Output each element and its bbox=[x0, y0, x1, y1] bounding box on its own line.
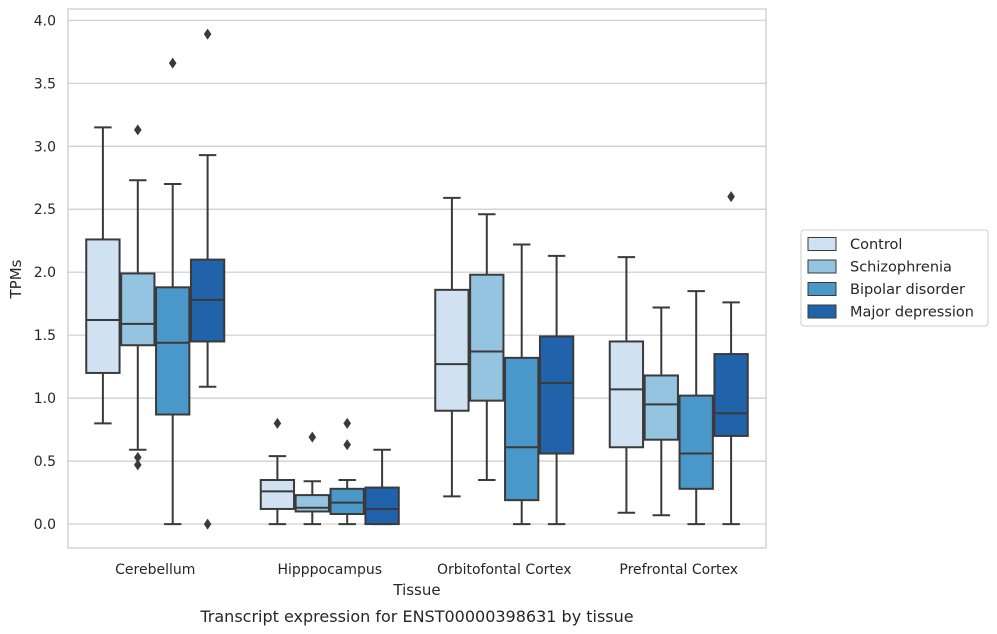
box-bipolar-disorder bbox=[504, 243, 540, 526]
box-bipolar-disorder bbox=[678, 290, 714, 526]
y-tick-label: 2.5 bbox=[34, 202, 56, 218]
box-iqr bbox=[678, 394, 714, 490]
chart-caption: Transcript expression for ENST0000039863… bbox=[199, 607, 633, 626]
legend-label: Major depression bbox=[850, 305, 974, 321]
box-control bbox=[434, 196, 470, 498]
box-control bbox=[259, 417, 296, 526]
outlier-point bbox=[727, 191, 735, 203]
outlier-point bbox=[273, 417, 282, 429]
legend-swatch bbox=[807, 282, 837, 296]
box-iqr bbox=[469, 273, 505, 402]
box-iqr bbox=[364, 486, 400, 526]
outlier-point bbox=[343, 439, 351, 451]
legend-swatch bbox=[807, 237, 837, 251]
box-major-depression bbox=[364, 448, 400, 526]
legend-swatch bbox=[807, 304, 837, 319]
box-major-depression bbox=[538, 254, 575, 526]
outlier-point bbox=[134, 451, 142, 463]
box-iqr bbox=[538, 335, 575, 455]
y-axis-ticks: 0.0 0.5 1.0 1.5 2.0 2.5 3.0 3.5 4.0 bbox=[34, 13, 56, 533]
box-iqr bbox=[155, 286, 191, 416]
box-iqr bbox=[643, 374, 679, 441]
y-tick-label: 0.5 bbox=[34, 454, 56, 470]
box-bipolar-disorder bbox=[155, 57, 191, 526]
outlier-point bbox=[134, 124, 142, 136]
legend-label: Control bbox=[850, 237, 902, 253]
y-tick-label: 1.0 bbox=[34, 391, 56, 407]
y-tick-label: 3.5 bbox=[34, 76, 56, 92]
box-iqr bbox=[294, 494, 330, 513]
box-schizophrenia bbox=[120, 124, 156, 471]
outlier-point bbox=[203, 518, 212, 530]
outlier-point bbox=[134, 459, 142, 471]
legend-label: Bipolar disorder bbox=[850, 282, 965, 298]
box-iqr bbox=[504, 356, 540, 502]
x-tick-label: Orbitofontal Cortex bbox=[437, 562, 572, 578]
legend-label: Schizophrenia bbox=[850, 260, 952, 276]
box-control bbox=[85, 126, 121, 425]
box-iqr bbox=[85, 238, 121, 374]
box-iqr bbox=[608, 340, 645, 449]
outlier-point bbox=[168, 57, 177, 69]
x-axis-title: Tissue bbox=[392, 581, 440, 599]
x-tick-label: Prefrontal Cortex bbox=[619, 562, 738, 578]
y-tick-label: 3.0 bbox=[34, 139, 56, 155]
box-iqr bbox=[434, 288, 470, 412]
x-tick-label: Hipppocampus bbox=[277, 562, 382, 578]
box-iqr bbox=[329, 487, 365, 515]
x-tick-label: Cerebellum bbox=[115, 562, 195, 578]
legend-swatch bbox=[807, 259, 837, 274]
box-schizophrenia bbox=[294, 431, 330, 526]
y-tick-label: 2.0 bbox=[34, 265, 56, 281]
y-tick-label: 0.0 bbox=[34, 517, 56, 533]
y-tick-label: 1.5 bbox=[34, 328, 56, 344]
legend: Control Schizophrenia Bipolar disorder Majo… bbox=[800, 229, 989, 327]
box-iqr bbox=[259, 478, 296, 510]
box-major-depression bbox=[713, 191, 749, 526]
y-tick-label: 4.0 bbox=[34, 13, 56, 29]
boxes bbox=[85, 28, 749, 530]
outlier-point bbox=[308, 431, 317, 443]
x-axis-ticks: Cerebellum Hipppocampus Orbitofontal Corte… bbox=[115, 562, 738, 578]
box-bipolar-disorder bbox=[329, 417, 365, 526]
legend-frame bbox=[800, 229, 989, 327]
box-control bbox=[608, 256, 645, 514]
y-axis-title: TPMs bbox=[7, 259, 25, 299]
plot-frame bbox=[67, 8, 767, 549]
outlier-point bbox=[343, 417, 351, 429]
box-iqr bbox=[120, 272, 156, 347]
outlier-point bbox=[203, 28, 212, 40]
box-iqr bbox=[713, 353, 749, 437]
box-schizophrenia bbox=[643, 306, 679, 517]
box-schizophrenia bbox=[469, 213, 505, 481]
box-major-depression bbox=[189, 28, 226, 530]
